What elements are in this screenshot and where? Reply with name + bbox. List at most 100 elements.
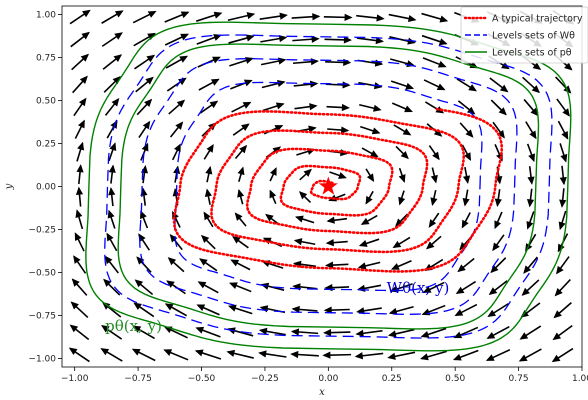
field-arrow: [459, 122, 474, 138]
field-arrow: [291, 13, 321, 21]
x-tick-label: 0.00: [318, 374, 338, 384]
field-arrow: [204, 188, 212, 205]
field-arrow: [323, 329, 351, 337]
legend-label: Levels sets of pθ: [492, 48, 572, 59]
field-arrow: [226, 349, 254, 359]
field-arrow: [387, 328, 415, 338]
field-arrow: [492, 234, 505, 252]
field-arrow: [325, 81, 351, 89]
field-arrow: [428, 145, 440, 161]
field-arrow: [100, 348, 123, 362]
field-arrow: [420, 350, 447, 361]
field-arrow: [269, 189, 277, 205]
field-arrow: [325, 261, 349, 269]
field-arrow: [527, 166, 535, 185]
field-arrow: [423, 79, 446, 91]
y-axis-label: y: [4, 183, 15, 190]
field-arrow: [260, 35, 288, 43]
field-arrow: [327, 126, 350, 134]
field-arrow: [292, 35, 320, 43]
field-arrow: [196, 11, 223, 22]
trajectory-curve: [172, 107, 503, 273]
field-arrow: [227, 12, 256, 22]
field-arrow: [166, 77, 187, 92]
field-arrow: [230, 79, 253, 90]
field-arrow: [134, 54, 156, 70]
equilibrium-star-marker: [318, 176, 338, 195]
field-arrow: [486, 325, 510, 339]
field-arrow: [171, 143, 181, 161]
annotation-p-theta: pθ(x, y): [105, 317, 162, 335]
y-tick-label: 1.00: [36, 11, 56, 21]
field-arrow: [232, 123, 250, 136]
field-arrow: [234, 212, 247, 227]
field-arrow: [356, 14, 385, 22]
field-arrow: [72, 75, 88, 94]
field-arrow: [526, 143, 535, 163]
field-arrow: [490, 257, 507, 274]
field-arrow: [361, 147, 379, 158]
field-arrow: [68, 347, 90, 363]
field-arrow: [102, 54, 122, 70]
field-arrow: [298, 191, 312, 204]
field-arrow: [398, 190, 406, 206]
field-arrow: [231, 101, 252, 113]
field-arrow: [74, 119, 85, 139]
field-arrow: [521, 279, 540, 296]
field-arrow: [136, 256, 152, 273]
field-arrow: [136, 98, 153, 116]
field-arrow: [227, 327, 254, 337]
field-arrow: [551, 347, 574, 363]
legend-box: [460, 6, 588, 64]
field-arrow: [461, 212, 471, 229]
field-arrow: [526, 211, 535, 230]
y-tick-label: −0.75: [28, 311, 56, 321]
y-tick-label: 0.25: [36, 140, 56, 150]
field-arrow: [198, 78, 220, 91]
field-arrow: [237, 166, 245, 182]
field-arrow: [556, 98, 570, 117]
field-arrow: [164, 11, 190, 23]
field-arrow: [164, 303, 188, 317]
x-axis-ticks: −1.00 −0.75 −0.50 −0.25 0.00 0.25 0.50 0.75 1.00: [61, 367, 588, 384]
field-arrow: [291, 305, 318, 314]
field-arrow: [559, 165, 567, 186]
x-tick-label: −0.25: [251, 374, 279, 384]
field-arrow: [463, 166, 471, 184]
field-arrow: [358, 238, 380, 247]
field-arrow: [323, 13, 353, 21]
field-arrow: [294, 103, 318, 111]
field-arrow: [395, 145, 409, 160]
field-arrow: [523, 256, 538, 274]
field-arrow: [104, 255, 119, 274]
field-arrow: [232, 236, 249, 249]
field-arrow: [390, 80, 415, 90]
field-arrow: [195, 326, 221, 338]
blue-level-curve: [139, 58, 518, 315]
field-arrow: [261, 80, 286, 89]
x-axis-label: x: [319, 387, 325, 398]
field-arrow: [324, 36, 352, 44]
field-arrow: [457, 257, 475, 273]
field-arrow: [229, 282, 252, 293]
legend-label: Levels sets of Wθ: [492, 31, 575, 42]
x-tick-label: −1.00: [61, 374, 89, 384]
x-tick-label: 0.50: [445, 374, 465, 384]
blue-level-curve: [174, 81, 483, 292]
field-arrow: [557, 120, 569, 140]
field-arrow: [290, 328, 319, 336]
field-arrow: [387, 351, 416, 360]
field-arrow: [199, 258, 218, 272]
field-arrow: [452, 349, 479, 361]
field-arrow: [108, 142, 117, 162]
legend-entry: A typical trajectory: [463, 14, 583, 25]
field-arrow: [489, 77, 509, 93]
field-arrow: [365, 168, 375, 183]
field-arrow: [421, 34, 448, 46]
field-arrow: [391, 102, 413, 113]
field-arrow: [269, 167, 277, 182]
field-arrow: [559, 143, 568, 163]
field-arrow: [360, 125, 381, 135]
field-arrow: [430, 189, 438, 207]
field-arrow: [293, 80, 319, 88]
